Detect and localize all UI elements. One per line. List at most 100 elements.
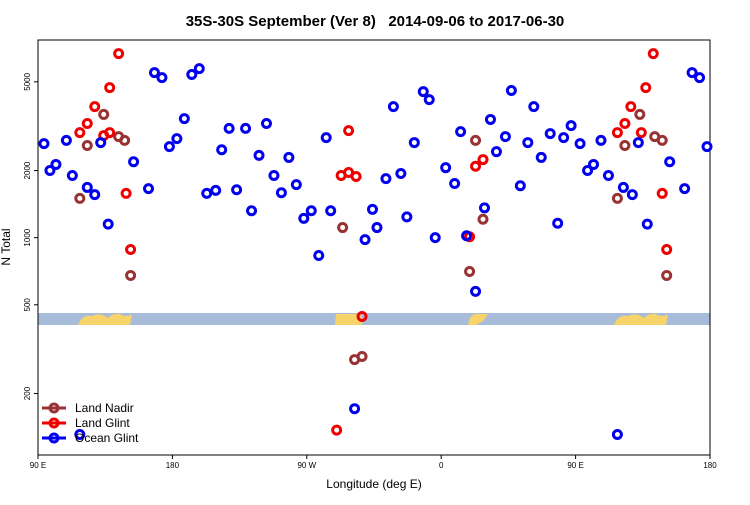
point [611, 192, 623, 204]
point [408, 137, 420, 149]
point [331, 424, 343, 436]
x-tick-label: 90 E [30, 461, 46, 470]
point [479, 202, 491, 214]
point [216, 144, 228, 156]
point [125, 243, 137, 255]
x-tick-label: 180 [166, 461, 180, 470]
point [470, 285, 482, 297]
point [120, 187, 132, 199]
point [89, 101, 101, 113]
point [104, 127, 116, 139]
point [619, 118, 631, 130]
point [128, 156, 140, 168]
point [359, 234, 371, 246]
point [60, 134, 72, 146]
point [283, 151, 295, 163]
point [635, 127, 647, 139]
map-land [78, 313, 668, 325]
point [95, 137, 107, 149]
point [565, 120, 577, 132]
point [401, 211, 413, 223]
point [163, 141, 175, 153]
map-strip [38, 313, 710, 325]
point [102, 218, 114, 230]
point [535, 151, 547, 163]
point [477, 154, 489, 166]
point [514, 180, 526, 192]
point [349, 403, 361, 415]
point [686, 67, 698, 79]
x-tick-label: 90 W [297, 461, 316, 470]
point [260, 118, 272, 130]
point [470, 134, 482, 146]
point [499, 131, 511, 143]
legend-marker [48, 432, 60, 444]
point [544, 128, 556, 140]
point [74, 428, 86, 440]
point [290, 179, 302, 191]
point [171, 133, 183, 145]
legend-label: Land Nadir [75, 401, 134, 415]
point [656, 134, 668, 146]
point [305, 205, 317, 217]
point [625, 101, 637, 113]
point [611, 428, 623, 440]
point [641, 218, 653, 230]
point [632, 137, 644, 149]
point [356, 311, 368, 323]
point [574, 138, 586, 150]
point [701, 141, 713, 153]
legend-label: Ocean Glint [75, 431, 139, 445]
point [143, 183, 155, 195]
point [455, 126, 467, 138]
y-tick-label: 5000 [23, 72, 32, 90]
x-tick-label: 90 E [567, 461, 583, 470]
point [395, 167, 407, 179]
point [423, 94, 435, 106]
point [50, 158, 62, 170]
point [81, 118, 93, 130]
point [611, 127, 623, 139]
point [470, 160, 482, 172]
point [298, 212, 310, 224]
point [313, 249, 325, 261]
point [253, 149, 265, 161]
point [210, 184, 222, 196]
point [98, 108, 110, 120]
point [661, 269, 673, 281]
point [417, 86, 429, 98]
x-tick-label: 0 [439, 461, 444, 470]
point [558, 132, 570, 144]
point [325, 205, 337, 217]
point [640, 82, 652, 94]
point [429, 232, 441, 244]
point [679, 183, 691, 195]
point [343, 125, 355, 137]
y-tick-label: 200 [23, 386, 32, 400]
point [44, 165, 56, 177]
point [367, 203, 379, 215]
x-axis-label: Longitude (deg E) [326, 477, 421, 491]
point [656, 187, 668, 199]
x-tick-label: 180 [703, 461, 717, 470]
chart-title: 35S-30S September (Ver 8) 2014-09-06 to … [186, 13, 565, 30]
point [588, 158, 600, 170]
point [89, 189, 101, 201]
legend-marker [48, 402, 60, 414]
point [240, 122, 252, 134]
point [461, 230, 473, 242]
legend-marker [48, 417, 60, 429]
point [81, 140, 93, 152]
point [350, 171, 362, 183]
point [193, 63, 205, 75]
point [74, 192, 86, 204]
point [66, 170, 78, 182]
point [602, 170, 614, 182]
point [337, 222, 349, 234]
point [664, 156, 676, 168]
point [440, 162, 452, 174]
point [275, 187, 287, 199]
point [647, 48, 659, 60]
point [125, 269, 137, 281]
